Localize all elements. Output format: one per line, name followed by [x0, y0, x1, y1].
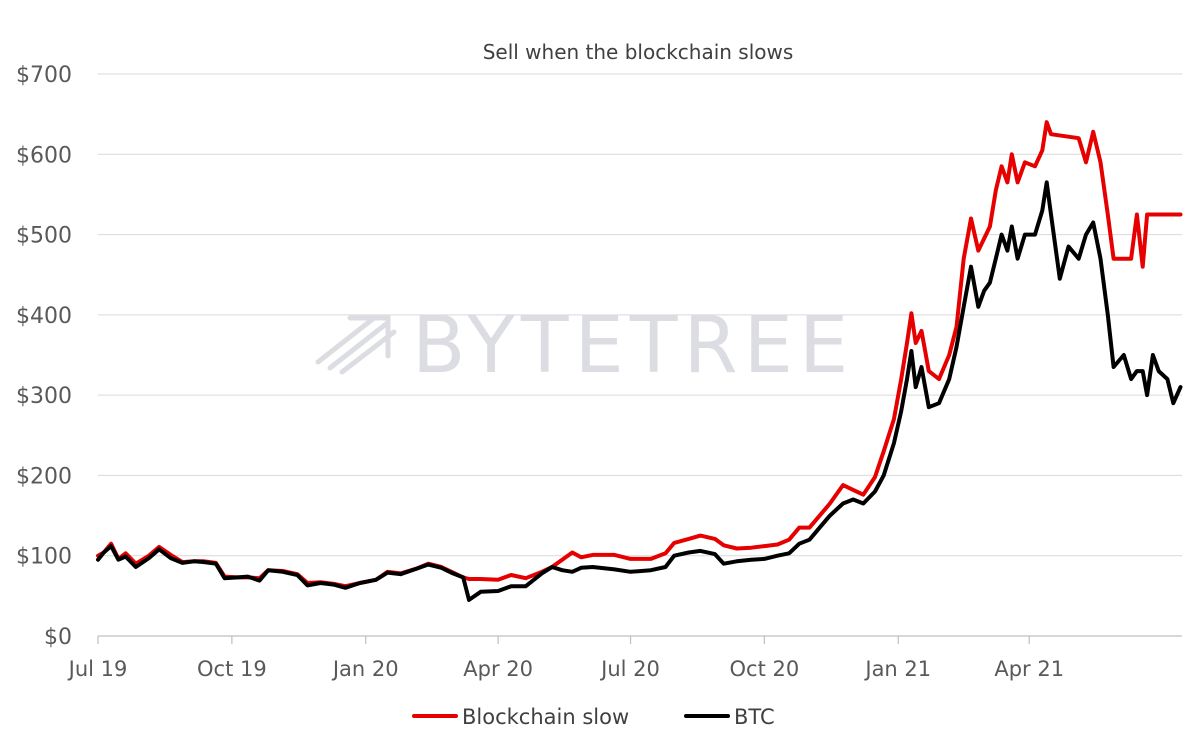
series-line-btc [96, 180, 1183, 602]
x-tick-label: Oct 19 [197, 657, 267, 681]
legend-label: BTC [734, 705, 775, 729]
legend-label: Blockchain slow [462, 705, 629, 729]
y-tick-label: $200 [16, 464, 72, 489]
watermark: BYTETREE [315, 301, 854, 391]
x-tick-label: Jul 19 [67, 657, 128, 681]
grid-layer [98, 73, 1182, 557]
axis-layer: $0 $100 $200 $300 $400 $500 $600 $700 Jul 19 Oct … [16, 63, 1182, 681]
x-tick-label: Jan 20 [331, 657, 399, 681]
series-layer [96, 120, 1183, 602]
y-tick-label: $300 [16, 384, 72, 409]
y-tick-label: $500 [16, 224, 72, 249]
y-tick-label: $0 [44, 625, 72, 650]
x-tick-label: Oct 20 [730, 657, 800, 681]
legend: Blockchain slow BTC [412, 705, 775, 729]
watermark-text: BYTETREE [412, 301, 854, 391]
x-tick-label: Jul 20 [599, 657, 660, 681]
y-tick-label: $600 [16, 143, 72, 168]
chart-title: Sell when the blockchain slows [483, 40, 794, 64]
x-tick-label: Apr 21 [994, 657, 1064, 681]
x-tick-label: Apr 20 [463, 657, 533, 681]
x-tick-label: Jan 21 [863, 657, 931, 681]
y-tick-label: $400 [16, 304, 72, 329]
watermark-logo-icon [315, 315, 397, 375]
y-tick-label: $700 [16, 63, 72, 88]
y-tick-label: $100 [16, 545, 72, 570]
